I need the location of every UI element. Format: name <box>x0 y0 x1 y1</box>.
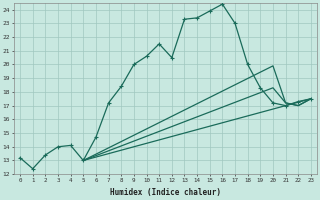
X-axis label: Humidex (Indice chaleur): Humidex (Indice chaleur) <box>110 188 221 197</box>
